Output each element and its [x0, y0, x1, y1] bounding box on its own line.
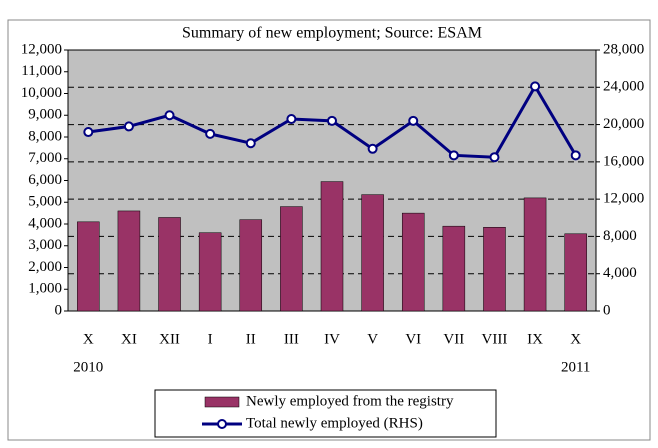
x-tick-label: X [570, 331, 581, 347]
x-sublabel: 2010 [73, 359, 103, 375]
bar [117, 210, 141, 312]
chart-title: Summary of new employment; Source: ESAM [182, 25, 482, 42]
y-tick-label: 0 [55, 302, 63, 318]
y2-tick-label: 20,000 [603, 116, 644, 132]
bar [320, 181, 344, 312]
y-tick-label: 5,000 [28, 194, 62, 210]
x-tick-label: X [83, 331, 94, 347]
y-tick-label: 10,000 [21, 85, 62, 101]
y-tick-label: 9,000 [28, 107, 62, 123]
line-marker [327, 115, 337, 126]
line-marker [408, 115, 419, 126]
legend-label: Newly employed from the registry [246, 393, 454, 409]
legend-swatch [204, 396, 240, 408]
x-tick-label: VI [405, 331, 421, 347]
line-marker [286, 113, 297, 124]
x-tick-label: I [208, 331, 213, 347]
x-tick-label: IV [324, 331, 340, 347]
x-tick-label: XI [121, 331, 137, 347]
y-tick-label: 3,000 [28, 237, 62, 253]
x-tick-label: XII [159, 331, 180, 347]
bar [280, 206, 303, 312]
y-tick-label: 1,000 [28, 281, 62, 297]
line-marker [570, 150, 581, 161]
y-tick-label: 11,000 [21, 63, 62, 79]
y-tick-label: 7,000 [28, 150, 62, 166]
y-tick-label: 6,000 [28, 172, 62, 188]
bar [239, 219, 263, 312]
line-marker [448, 150, 459, 161]
bar [523, 197, 547, 312]
bar [198, 232, 222, 312]
x-tick-label: III [284, 331, 299, 347]
line-marker [164, 110, 175, 121]
x-tick-label: VIII [482, 331, 508, 347]
line-marker [245, 138, 256, 149]
line-marker [367, 143, 378, 154]
x-tick-label: IX [527, 331, 543, 347]
x-tick-label: VII [443, 331, 464, 347]
y-tick-label: 8,000 [28, 128, 62, 144]
legend-label: Total newly employed (RHS) [246, 415, 423, 431]
line-marker [83, 127, 94, 138]
y2-tick-label: 24,000 [603, 79, 644, 95]
y2-tick-label: 4,000 [603, 265, 637, 281]
y2-tick-label: 12,000 [603, 191, 644, 207]
y2-tick-label: 16,000 [603, 153, 644, 169]
y2-tick-label: 28,000 [603, 41, 644, 57]
bar [442, 225, 466, 312]
bar [483, 227, 506, 312]
y-tick-label: 12,000 [21, 41, 62, 57]
y2-tick-label: 0 [603, 302, 611, 318]
y2-tick-label: 8,000 [603, 228, 637, 244]
line-marker [123, 121, 134, 132]
legend-marker [217, 419, 227, 429]
line-marker [489, 152, 500, 163]
x-sublabel: 2011 [561, 359, 590, 375]
y-tick-label: 4,000 [28, 215, 62, 231]
bar [401, 212, 425, 312]
bar [361, 194, 384, 312]
y-tick-label: 2,000 [28, 259, 62, 275]
x-tick-label: V [367, 331, 378, 347]
line-marker [205, 128, 216, 139]
bar [158, 217, 181, 312]
bar [564, 233, 587, 312]
x-tick-label: II [246, 331, 256, 347]
line-marker [530, 81, 541, 92]
bar [77, 221, 100, 312]
